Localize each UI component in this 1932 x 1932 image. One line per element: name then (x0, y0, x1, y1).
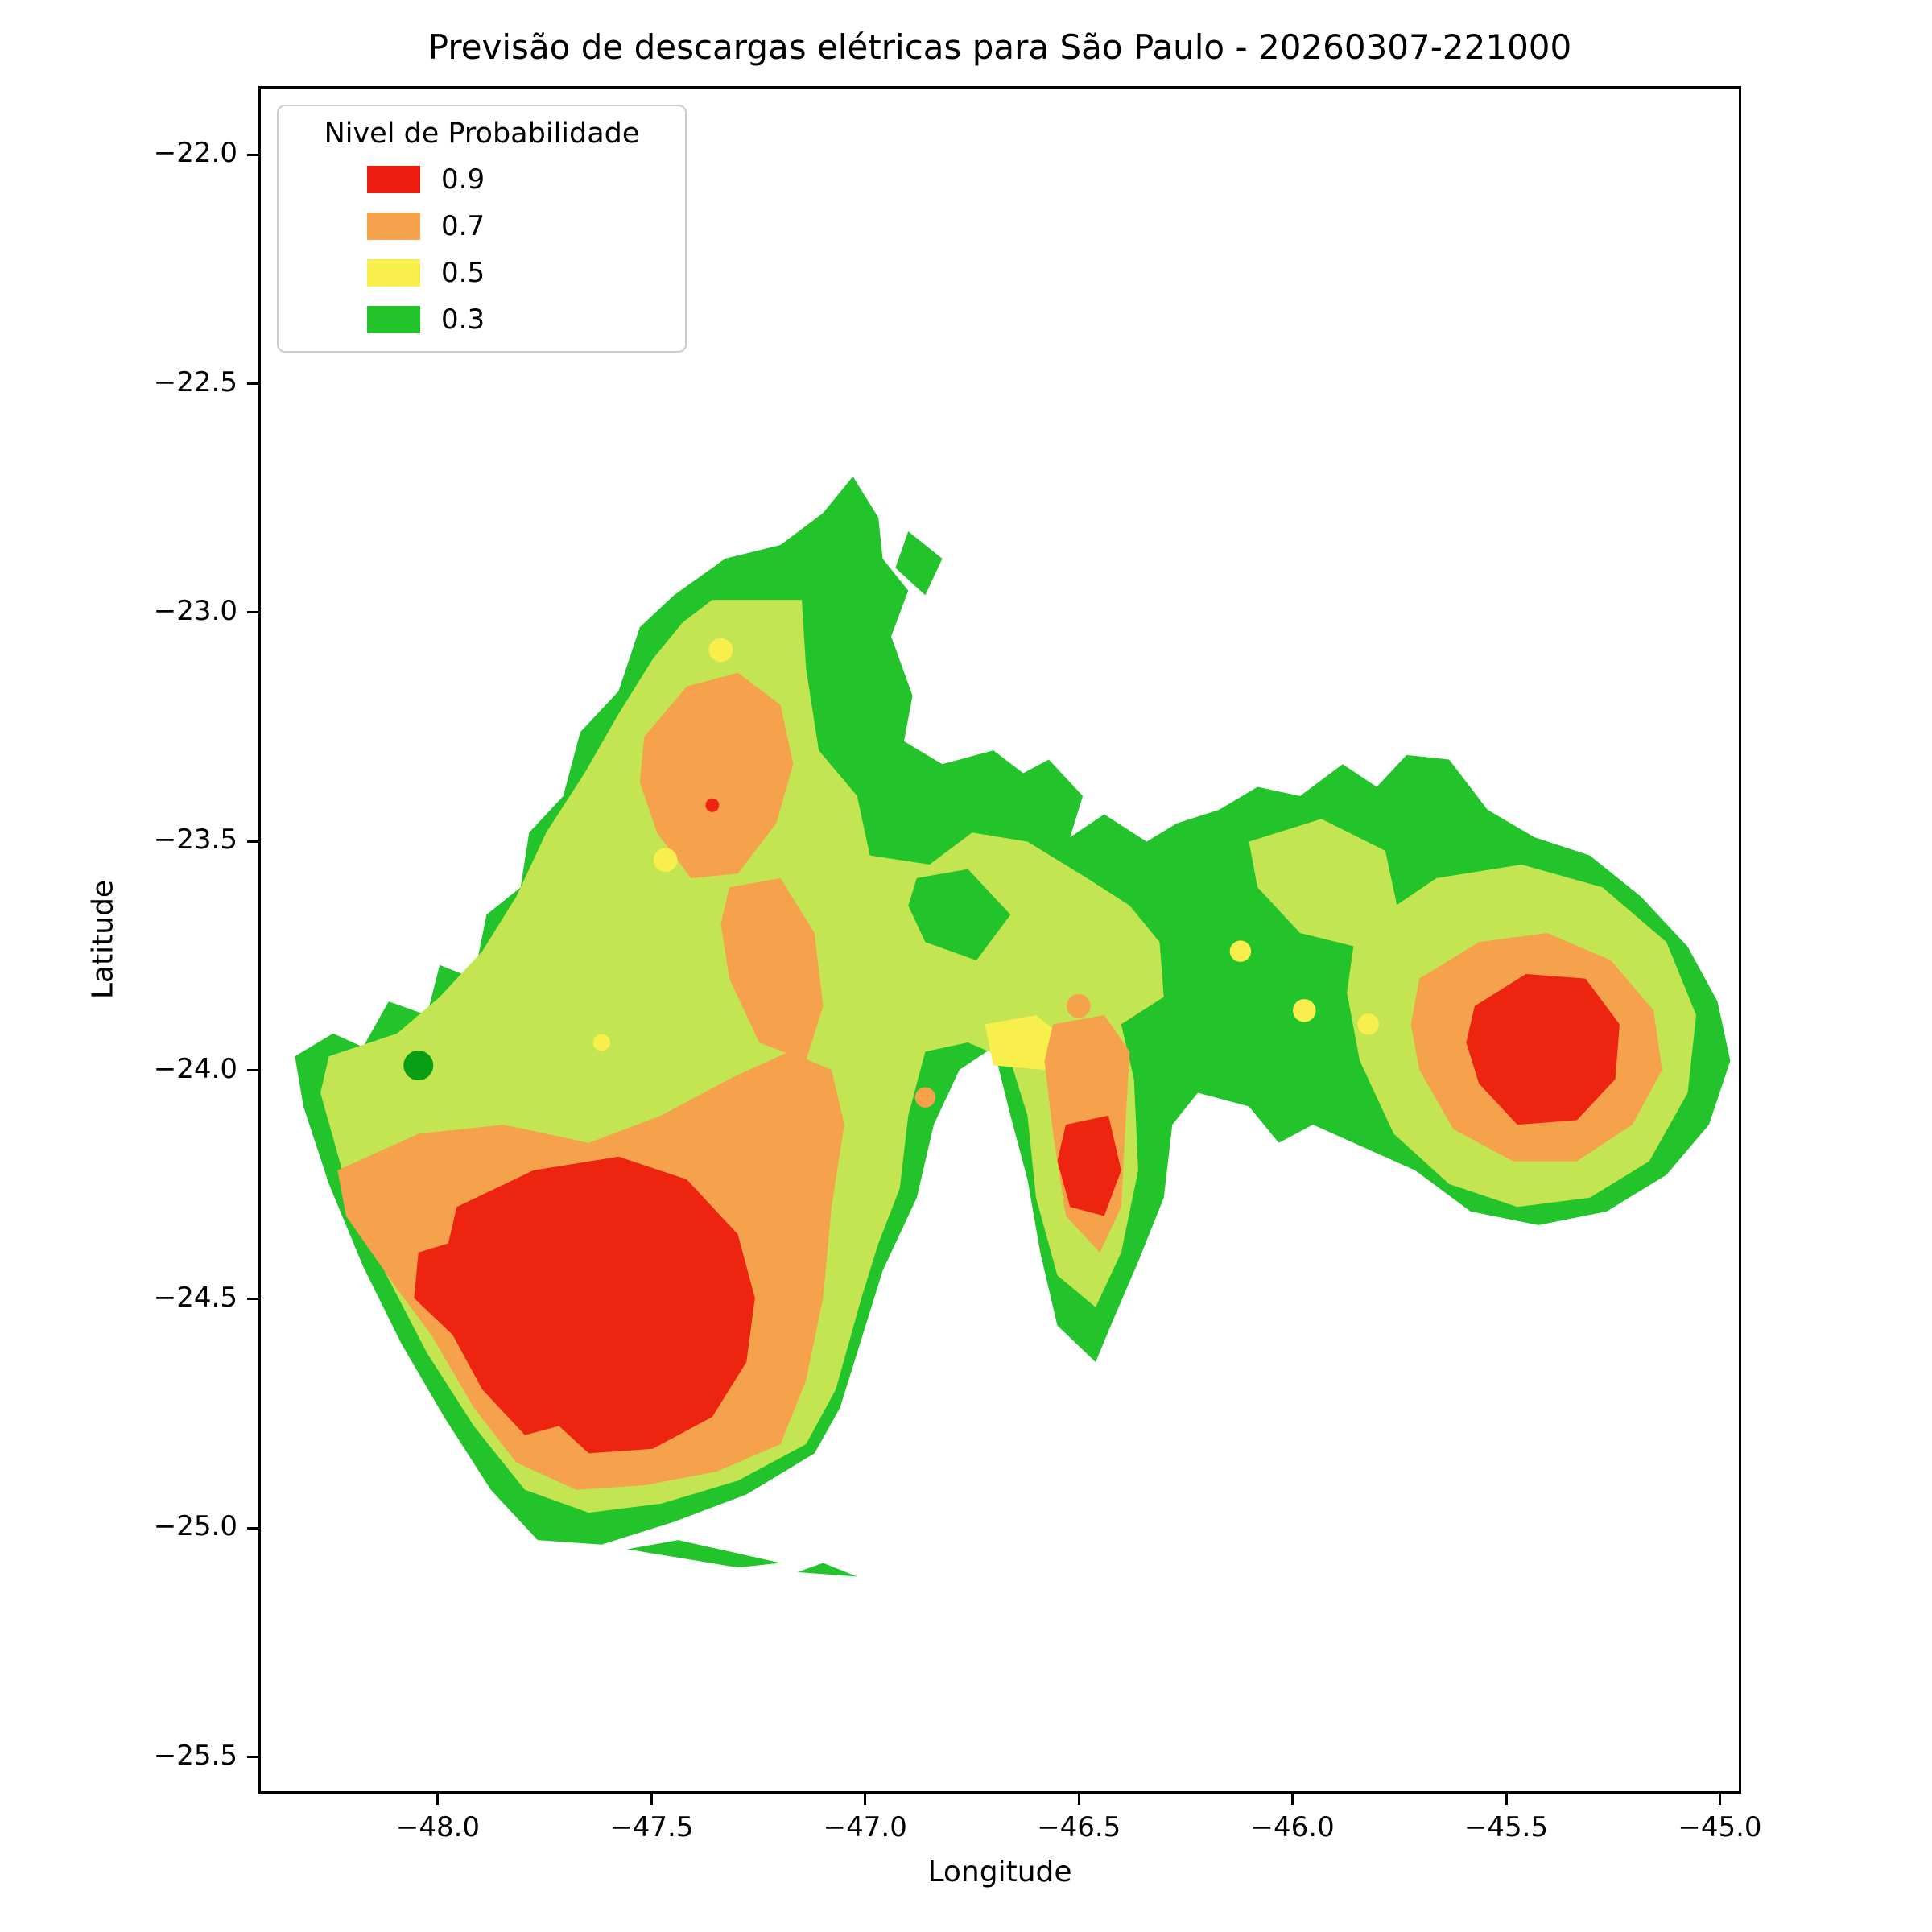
legend-label: 0.5 (441, 257, 485, 289)
marker-yellow-6 (592, 1034, 610, 1051)
y-tick-label: −25.0 (153, 1510, 237, 1543)
legend-item-0.7: 0.7 (279, 209, 685, 243)
marker-yellow-5 (1357, 1013, 1379, 1035)
marker-yellow-3 (1229, 940, 1252, 962)
x-tick-label: −46.0 (1250, 1811, 1335, 1843)
plot-area (258, 86, 1741, 1794)
x-axis-label: Longitude (927, 1856, 1072, 1889)
contour-green-patch-arm (908, 869, 1011, 961)
contour-orange-upper-strip (720, 877, 824, 1061)
marker-orange-1 (1067, 993, 1091, 1018)
legend-label: 0.9 (441, 163, 485, 196)
x-tick-mark (650, 1794, 653, 1805)
marker-red-speck (705, 798, 720, 812)
legend-label: 0.3 (441, 303, 485, 336)
x-tick-label: −45.5 (1463, 1811, 1549, 1843)
y-tick-mark (247, 1756, 258, 1758)
contour-red-east-core (1466, 973, 1620, 1125)
x-tick-label: −48.0 (395, 1811, 481, 1843)
y-tick-mark (247, 1298, 258, 1301)
legend-item-0.9: 0.9 (279, 163, 685, 196)
y-tick-label: −23.5 (153, 824, 237, 857)
contour-canvas (295, 476, 1731, 1577)
legend-label: 0.7 (441, 210, 485, 242)
legend-title: Nivel de Probabilidade (324, 118, 640, 150)
legend-swatch-yellow (367, 259, 420, 287)
chart-title: Previsão de descargas elétricas para São… (427, 27, 1572, 67)
contour-red-band (1057, 1115, 1121, 1216)
contour-orange-upper (639, 672, 794, 878)
legend: Nivel de Probabilidade 0.9 0.7 0.5 0.3 (277, 105, 687, 353)
x-tick-label: −46.5 (1037, 1811, 1121, 1843)
y-axis-label: Latitude (86, 879, 120, 1000)
marker-yellow-1 (708, 638, 733, 663)
marker-darkgreen (403, 1050, 434, 1081)
marker-yellow-2 (653, 848, 678, 873)
y-tick-label: −22.0 (153, 137, 237, 170)
legend-swatch-red (367, 166, 420, 193)
x-tick-mark (1077, 1794, 1080, 1805)
marker-yellow-4 (1293, 999, 1316, 1022)
contour-green-tail-1 (627, 1540, 781, 1568)
x-tick-label: −47.5 (609, 1811, 694, 1843)
contour-red-southwest-core (414, 1156, 755, 1454)
contour-green-sliver-ne (895, 531, 943, 596)
y-tick-label: −24.5 (153, 1281, 237, 1314)
x-tick-mark (1505, 1794, 1508, 1805)
y-tick-mark (247, 1069, 258, 1072)
y-tick-mark (247, 840, 258, 843)
x-tick-label: −45.0 (1678, 1811, 1762, 1843)
legend-item-0.5: 0.5 (279, 256, 685, 290)
x-tick-mark (1718, 1794, 1721, 1805)
legend-swatch-orange (367, 213, 420, 240)
y-tick-mark (247, 153, 258, 156)
y-tick-label: −25.5 (153, 1739, 237, 1772)
x-tick-label: −47.0 (823, 1811, 907, 1843)
y-tick-mark (247, 611, 258, 614)
y-tick-mark (247, 1526, 258, 1530)
y-tick-label: −23.0 (153, 594, 237, 627)
contour-yellowgreen-east-nw (1249, 819, 1398, 947)
marker-orange-2 (914, 1087, 936, 1108)
y-tick-mark (247, 382, 258, 386)
legend-item-0.3: 0.3 (279, 303, 685, 336)
legend-swatch-green (367, 306, 420, 333)
x-tick-mark (864, 1794, 867, 1805)
y-tick-label: −24.0 (153, 1052, 237, 1085)
contour-green-tail-2 (797, 1563, 857, 1577)
x-tick-mark (436, 1794, 440, 1805)
x-tick-mark (1291, 1794, 1294, 1805)
y-tick-label: −22.5 (153, 365, 237, 398)
